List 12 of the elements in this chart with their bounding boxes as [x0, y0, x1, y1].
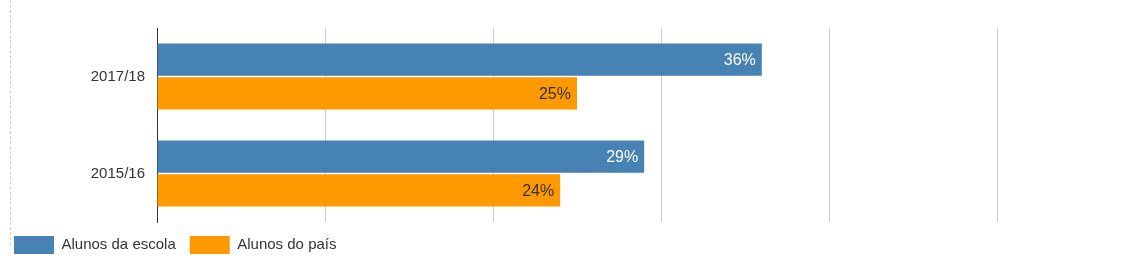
bar	[157, 140, 645, 173]
legend-label: Alunos do país	[237, 235, 337, 253]
bar	[157, 43, 762, 76]
data-label: 29%	[606, 147, 639, 165]
bar	[157, 174, 561, 207]
data-label: 24%	[522, 181, 555, 199]
data-label: 36%	[723, 50, 756, 68]
legend-label: Alunos da escola	[61, 235, 177, 253]
bar	[157, 77, 577, 110]
data-label: 25%	[538, 84, 571, 102]
y-tick-label: 2017/18	[90, 66, 145, 84]
y-tick-label: 2015/16	[90, 163, 145, 181]
